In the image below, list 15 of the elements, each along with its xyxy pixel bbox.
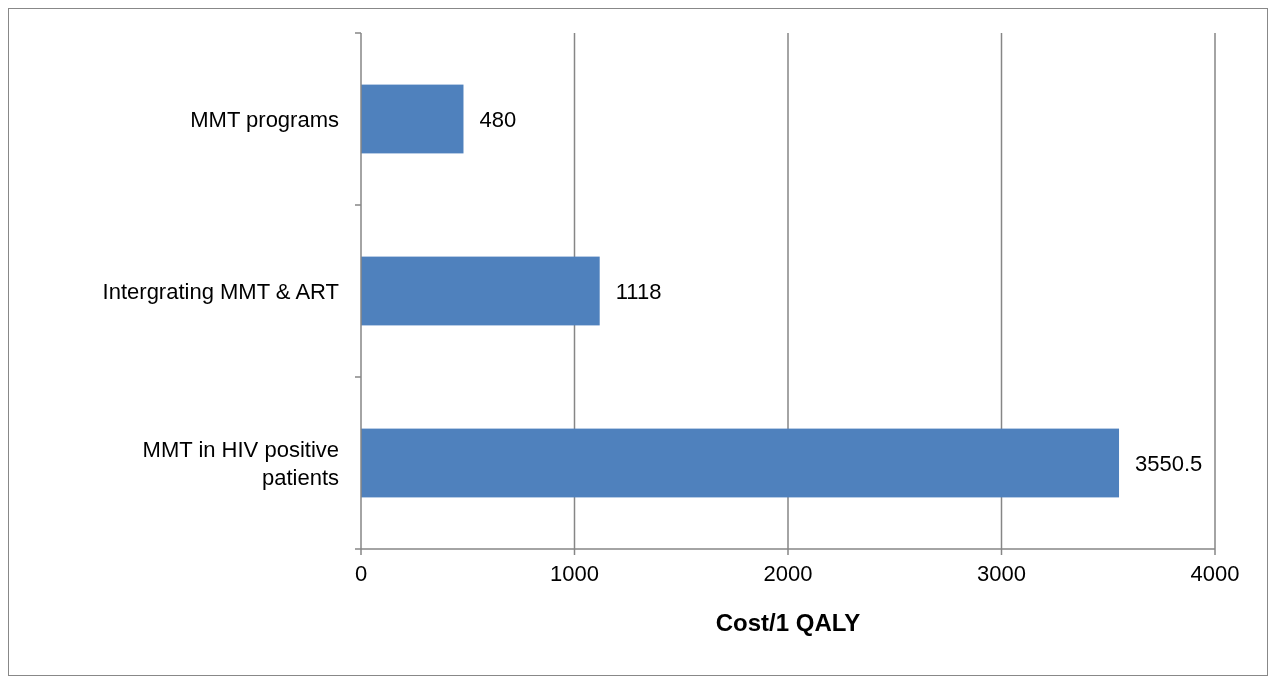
x-tick-label: 2000 [763,561,813,586]
x-tick-label: 1000 [550,561,599,586]
x-tick-label: 0 [354,561,368,586]
x-tick-label: 4000 [1190,561,1240,586]
y-tick-label: MMT in HIV positive patients [142,436,339,490]
y-tick-label: MMT programs [190,106,339,132]
bar [361,84,464,154]
y-tick-label: Intergrating MMT & ART [102,278,339,304]
bar [361,428,1120,498]
data-label: 480 [479,106,517,132]
data-label: 3550.5 [1135,450,1203,476]
data-label: 1118 [615,278,662,304]
x-tick-label: 3000 [977,561,1026,586]
bar [361,256,600,326]
x-axis-title: Cost/1 QALY [715,609,861,636]
